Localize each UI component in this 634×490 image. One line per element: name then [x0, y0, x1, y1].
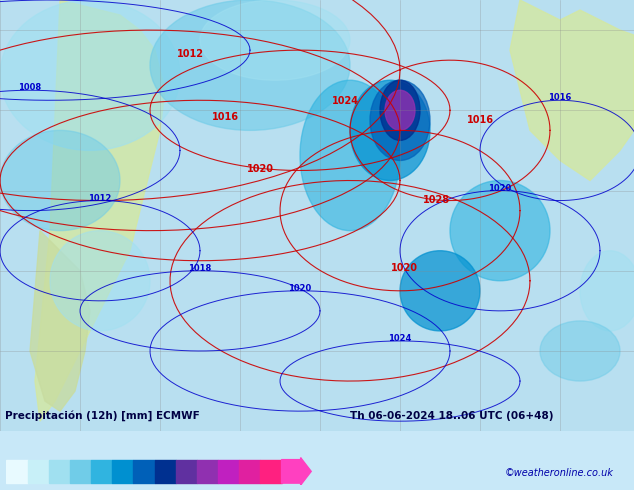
Bar [112, 460, 133, 483]
Ellipse shape [150, 0, 350, 130]
Bar [91, 460, 112, 483]
Text: 1018: 1018 [188, 264, 212, 273]
Ellipse shape [50, 231, 150, 331]
Bar [133, 460, 155, 483]
Ellipse shape [385, 90, 415, 130]
Polygon shape [510, 0, 634, 180]
Text: 1012: 1012 [38, 0, 61, 2]
Ellipse shape [400, 251, 480, 331]
FancyArrow shape [281, 458, 311, 485]
Ellipse shape [300, 80, 400, 231]
Text: 1028: 1028 [422, 195, 450, 204]
Bar [176, 460, 197, 483]
Bar [261, 460, 281, 483]
Ellipse shape [380, 80, 420, 141]
Text: 1016: 1016 [212, 112, 238, 122]
Text: 1020: 1020 [488, 184, 512, 193]
Ellipse shape [350, 80, 430, 180]
Text: 1008: 1008 [18, 83, 42, 92]
Text: 1012: 1012 [88, 194, 112, 202]
Text: 1020: 1020 [288, 284, 312, 293]
Text: 1020: 1020 [247, 165, 273, 174]
Ellipse shape [0, 130, 120, 231]
Text: 1024: 1024 [332, 97, 358, 106]
Text: ©weatheronline.co.uk: ©weatheronline.co.uk [505, 468, 614, 478]
Text: 1020: 1020 [391, 263, 418, 273]
Ellipse shape [200, 0, 350, 80]
Text: 1016: 1016 [548, 93, 572, 102]
Text: 1012: 1012 [176, 49, 204, 59]
Text: 1016: 1016 [467, 115, 493, 125]
Ellipse shape [540, 321, 620, 381]
Text: Precipitación (12h) [mm] ECMWF: Precipitación (12h) [mm] ECMWF [5, 411, 200, 421]
Bar [49, 460, 70, 483]
Polygon shape [35, 0, 165, 421]
Text: Th 06-06-2024 18..06 UTC (06+48): Th 06-06-2024 18..06 UTC (06+48) [350, 411, 553, 421]
Bar [6, 460, 27, 483]
Bar [70, 460, 91, 483]
Ellipse shape [580, 251, 634, 331]
Ellipse shape [0, 0, 180, 150]
Ellipse shape [370, 80, 430, 160]
Bar [197, 460, 218, 483]
Text: 1024: 1024 [388, 334, 411, 343]
Bar [239, 460, 261, 483]
Bar [27, 460, 49, 483]
Ellipse shape [450, 180, 550, 281]
Bar [218, 460, 239, 483]
Bar [155, 460, 176, 483]
Polygon shape [30, 231, 90, 411]
